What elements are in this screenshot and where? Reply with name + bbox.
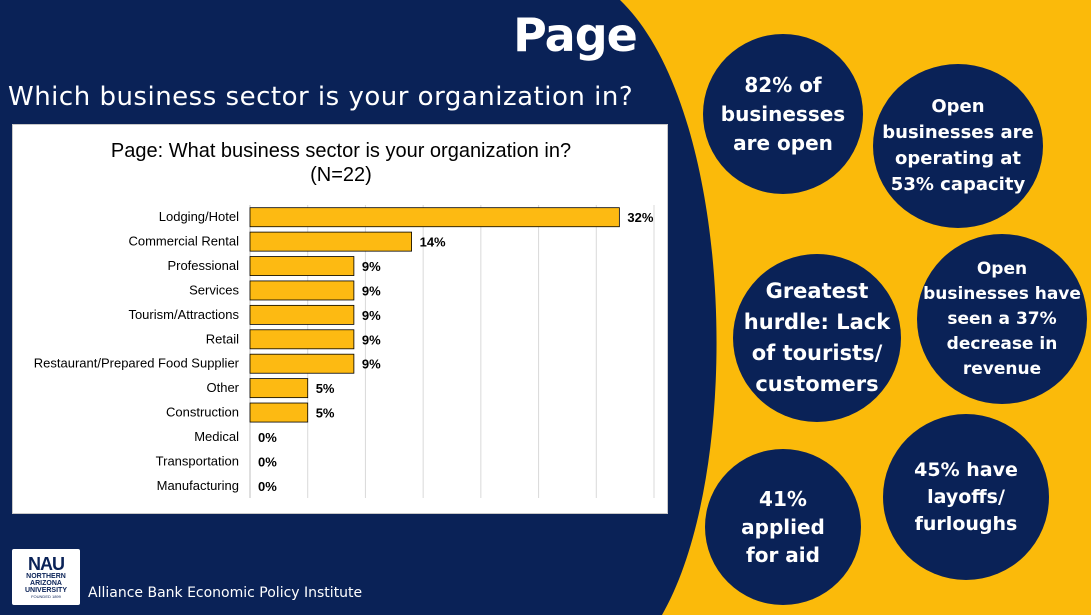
stat-line: Open: [976, 258, 1028, 279]
data-label: 9%: [362, 259, 381, 274]
bar-chart: Lodging/Hotel 32% Commercial Rental 14% Prof…: [34, 205, 655, 498]
data-label: 5%: [316, 381, 335, 396]
logo-line: NORTHERN: [26, 573, 66, 580]
category-label: Transportation: [156, 453, 239, 468]
logo-mark: NAU: [28, 554, 65, 574]
stat-circle-capacity: Open businesses are operating at 53% cap…: [873, 64, 1043, 228]
category-label: Restaurant/Prepared Food Supplier: [34, 356, 240, 371]
stat-line: are open: [733, 130, 833, 155]
bar: [249, 353, 355, 374]
stat-line: Open: [931, 96, 985, 117]
stat-line: furloughs: [914, 512, 1018, 535]
bar: [249, 231, 413, 252]
stat-line: 82% of: [744, 72, 822, 97]
stat-line: seen a 37%: [947, 308, 1057, 329]
stat-line: businesses have: [923, 283, 1081, 304]
chart-panel: Lodging/Hotel 32% Commercial Rental 14% Prof…: [12, 124, 668, 514]
category-label: Commercial Rental: [128, 234, 239, 249]
data-label: 14%: [420, 235, 446, 250]
nau-logo: NAU NORTHERN ARIZONA UNIVERSITY FOUNDED …: [12, 549, 80, 605]
logo-line: UNIVERSITY: [24, 587, 67, 594]
chart-subtitle-line: (N=22): [310, 164, 372, 186]
stat-line: for aid: [746, 543, 820, 567]
category-label: Services: [189, 282, 239, 297]
stat-line: 45% have: [914, 458, 1018, 481]
category-label: Lodging/Hotel: [159, 209, 239, 224]
stat-line: customers: [755, 372, 879, 396]
stat-line: operating at: [895, 148, 1021, 169]
category-label: Retail: [206, 331, 239, 346]
category-label: Other: [206, 380, 239, 395]
stat-line: applied: [741, 515, 825, 539]
bar: [249, 378, 309, 399]
bar: [249, 304, 355, 325]
stat-line: 41%: [759, 487, 807, 511]
stat-circle-hurdle: Greatest hurdle: Lack of tourists/ custo…: [733, 254, 901, 422]
data-label: 9%: [362, 357, 381, 372]
stat-line: revenue: [962, 358, 1042, 379]
stat-line: businesses are: [882, 122, 1034, 143]
data-label: 9%: [362, 283, 381, 298]
stat-circle-revenue: Open businesses have seen a 37% decrease…: [917, 234, 1087, 404]
data-label: 5%: [316, 406, 335, 421]
data-label: 9%: [362, 332, 381, 347]
bar: [249, 256, 355, 276]
page-question: Which business sector is your organizati…: [8, 82, 634, 112]
bar: [249, 329, 355, 350]
page-title: Page: [513, 8, 638, 62]
bar: [249, 280, 355, 301]
data-label: 0%: [258, 430, 277, 445]
logo-line: ARIZONA: [30, 580, 62, 587]
data-label: 9%: [362, 308, 381, 323]
footer-institute: Alliance Bank Economic Policy Institute: [88, 585, 363, 601]
stat-circle-open: 82% of businesses are open: [703, 34, 863, 194]
data-label: 0%: [258, 454, 277, 469]
data-label: 32%: [627, 210, 653, 225]
category-label: Medical: [194, 429, 239, 444]
chart-title-line: Page: What business sector is your organ…: [110, 140, 572, 162]
category-label: Construction: [166, 405, 239, 420]
logo-founded: FOUNDED 1899: [31, 594, 61, 599]
category-label: Tourism/Attractions: [128, 307, 239, 322]
stat-line: 53% capacity: [890, 174, 1026, 195]
category-label: Professional: [167, 258, 239, 273]
stat-line: layoffs/: [927, 485, 1005, 508]
stat-line: decrease in: [946, 333, 1058, 354]
stat-circle-layoffs: 45% have layoffs/ furloughs: [883, 414, 1049, 580]
data-label: 0%: [258, 479, 277, 494]
stat-line: hurdle: Lack: [743, 310, 891, 334]
stat-line: of tourists/: [751, 341, 883, 365]
stat-line: Greatest: [765, 279, 869, 303]
stat-circle-aid: 41% applied for aid: [705, 449, 861, 605]
bar: [249, 207, 620, 228]
stat-line: businesses: [720, 101, 846, 126]
chart-title: Page: What business sector is your organ…: [13, 139, 669, 187]
bar: [249, 402, 309, 423]
category-label: Manufacturing: [157, 478, 239, 493]
